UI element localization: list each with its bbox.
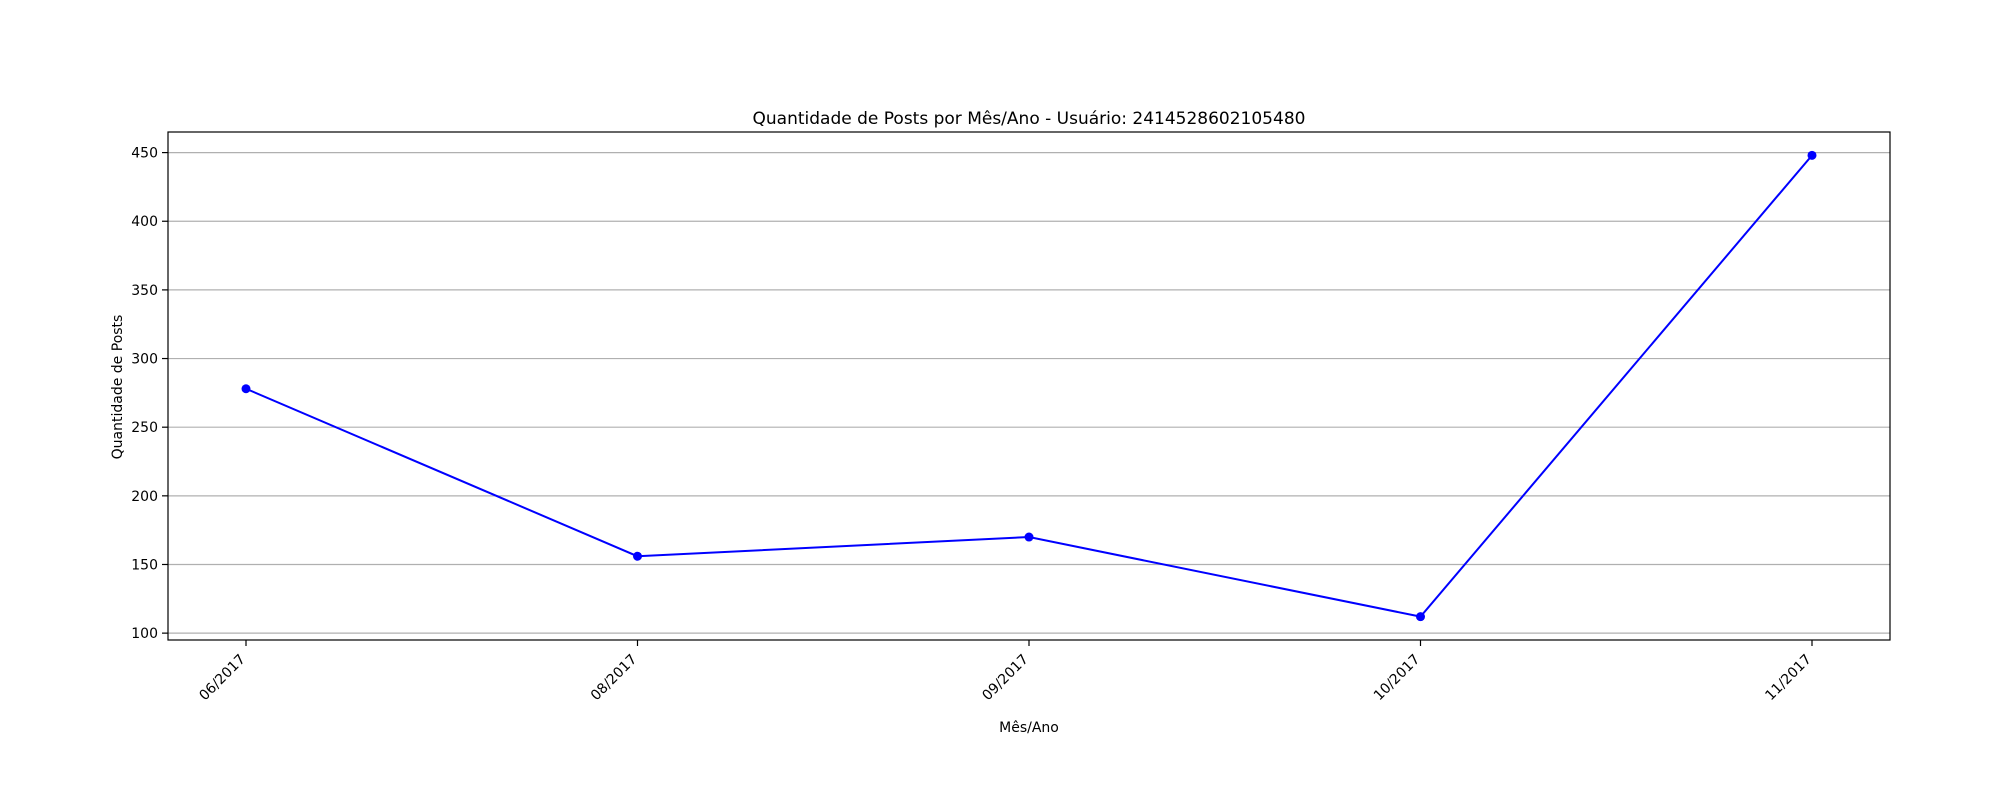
series-line	[245, 154, 1813, 618]
y-axis-label: Quantidade de Posts	[110, 315, 126, 460]
data-point-11/2017	[1807, 150, 1817, 160]
x-tick-label: 09/2017	[979, 652, 1031, 704]
x-axis-ticks: 06/2017 08/2017 09/2017 10/2017 11/2017	[196, 640, 1815, 704]
y-tick-label: 450	[131, 146, 158, 162]
x-axis-label: Mês/Ano	[999, 720, 1059, 736]
y-tick-label: 250	[131, 420, 158, 436]
y-tick-label: 300	[131, 352, 158, 368]
y-tick-label: 100	[131, 626, 158, 642]
y-tick-label: 200	[131, 489, 158, 505]
plot-area-frame	[167, 131, 1891, 641]
data-point-09/2017	[1024, 532, 1034, 542]
data-point-10/2017	[1416, 612, 1425, 622]
x-tick-label: 10/2017	[1371, 652, 1423, 704]
data-point-08/2017	[633, 551, 642, 561]
x-tick-label: 08/2017	[588, 652, 640, 704]
series-group	[241, 150, 1817, 622]
y-axis-ticks: 100 150 200 250 300 350 400 450	[131, 146, 168, 642]
chart-title: Quantidade de Posts por Mês/Ano - Usuári…	[753, 109, 1306, 129]
x-tick-label: 06/2017	[196, 652, 248, 704]
y-tick-label: 150	[131, 557, 158, 573]
y-tick-label: 350	[131, 283, 158, 299]
y-tick-label: 400	[131, 214, 158, 230]
data-point-06/2017	[241, 384, 251, 394]
y-gridlines	[168, 151, 1890, 634]
x-tick-label: 11/2017	[1762, 652, 1814, 704]
